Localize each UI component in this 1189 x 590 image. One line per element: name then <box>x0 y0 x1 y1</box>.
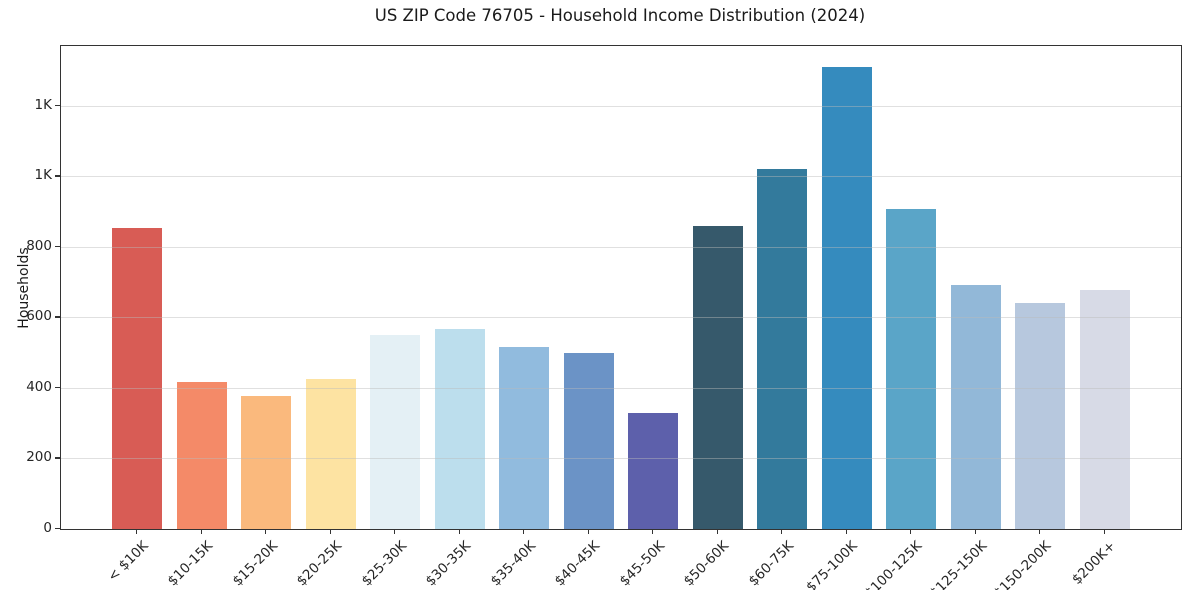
x-tick-label: $30-35K <box>422 538 475 590</box>
y-tick-label: 600 <box>26 308 52 325</box>
x-tick-label: $150-200K <box>991 538 1055 590</box>
bar <box>628 412 679 529</box>
bar <box>563 352 614 529</box>
x-tick-mark <box>329 529 331 534</box>
y-tick-mark <box>55 316 60 318</box>
x-tick-mark <box>910 529 912 534</box>
bar <box>305 379 356 529</box>
x-tick-mark <box>200 529 202 534</box>
x-tick-label: $40-45K <box>551 538 604 590</box>
bar <box>692 225 743 529</box>
x-tick-label: $100-125K <box>862 538 926 590</box>
y-tick-mark <box>55 175 60 177</box>
x-tick-mark <box>1103 529 1105 534</box>
bar <box>1079 289 1130 529</box>
bar <box>1015 303 1066 529</box>
x-tick-label: $50-60K <box>680 538 733 590</box>
x-tick-label: $60-75K <box>745 538 797 590</box>
x-tick-mark <box>845 529 847 534</box>
y-tick-mark <box>55 528 60 530</box>
y-tick-label: 1K <box>34 96 52 113</box>
x-tick-label: $15-20K <box>229 538 281 590</box>
bar <box>886 208 937 529</box>
x-tick-label: $125-150K <box>926 538 991 590</box>
x-tick-label: $200K+ <box>1069 538 1120 588</box>
bar <box>821 67 872 529</box>
bar <box>112 227 163 529</box>
y-tick-label: 200 <box>26 449 52 466</box>
x-tick-label: $35-40K <box>487 538 539 590</box>
y-tick-mark <box>55 457 60 459</box>
x-tick-mark <box>1039 529 1041 534</box>
bar <box>499 346 550 529</box>
x-tick-label: $10-15K <box>164 538 217 590</box>
x-tick-mark <box>716 529 718 534</box>
y-tick-mark <box>55 386 60 389</box>
y-tick-label: 400 <box>26 378 52 395</box>
x-tick-mark <box>136 529 138 534</box>
x-tick-mark <box>781 529 783 534</box>
x-tick-label: $45-50K <box>616 538 668 590</box>
plot-area <box>60 45 1182 530</box>
chart-title: US ZIP Code 76705 - Household Income Dis… <box>374 6 866 25</box>
bars-layer <box>61 46 1181 529</box>
x-tick-mark <box>587 529 589 534</box>
bar <box>241 395 292 529</box>
x-tick-mark <box>458 529 460 534</box>
x-tick-mark <box>523 529 525 534</box>
bar <box>757 169 808 529</box>
y-tick-mark <box>55 245 60 248</box>
x-tick-mark <box>974 529 976 534</box>
y-tick-label: 0 <box>43 520 52 536</box>
x-tick-label: $20-25K <box>293 538 346 590</box>
bar <box>434 328 485 529</box>
bar <box>370 335 421 529</box>
bar <box>176 382 227 529</box>
x-tick-label: $25-30K <box>358 538 410 590</box>
x-tick-mark <box>265 529 267 534</box>
x-tick-label: < $10K <box>104 538 152 585</box>
y-tick-label: 800 <box>26 237 52 254</box>
y-tick-label: 1K <box>34 167 52 184</box>
x-tick-mark <box>652 529 654 534</box>
x-tick-mark <box>394 529 396 534</box>
x-tick-label: $75-100K <box>803 538 862 590</box>
y-tick-mark <box>55 104 60 107</box>
bar <box>950 285 1001 529</box>
